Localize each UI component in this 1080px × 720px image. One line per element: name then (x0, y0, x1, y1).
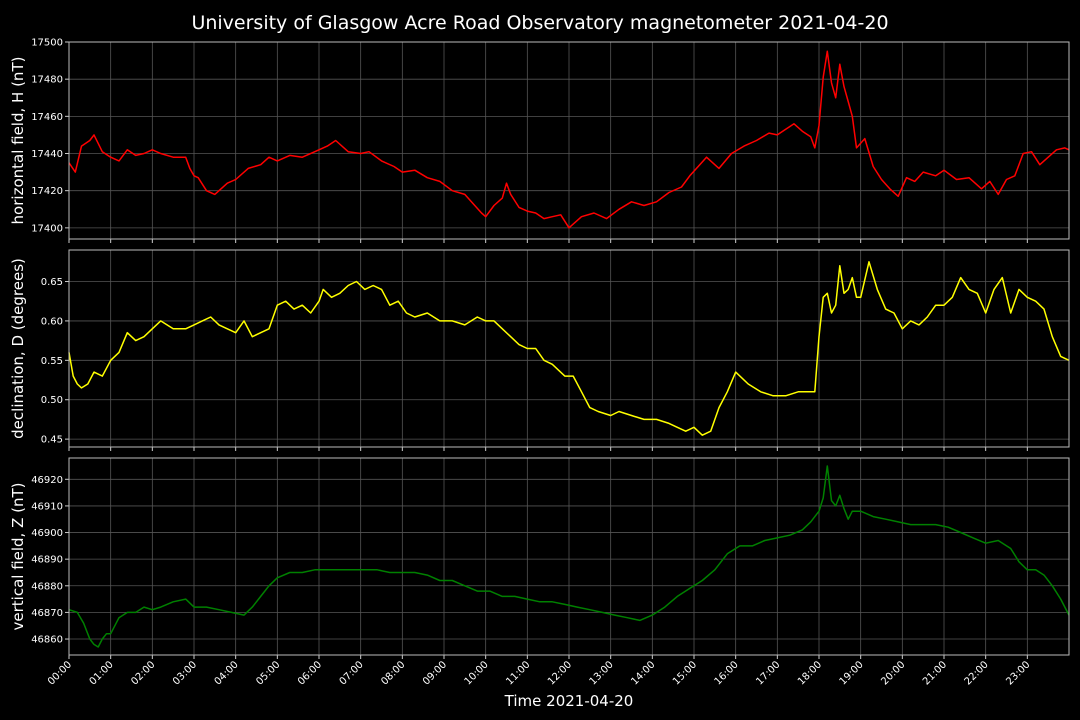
x-tick-label: 11:00 (504, 659, 532, 687)
y-tick-label: 0.45 (41, 435, 63, 446)
x-tick-label: 14:00 (629, 659, 657, 687)
y-tick-label: 17500 (31, 38, 63, 49)
x-tick-label: 18:00 (796, 659, 824, 687)
x-tick-label: 15:00 (671, 659, 699, 687)
x-tick-label: 13:00 (588, 659, 616, 687)
y-tick-label: 46870 (31, 608, 63, 619)
y-tick-label: 46860 (31, 635, 63, 646)
y-tick-label: 17400 (31, 223, 63, 234)
panel-frame (68, 249, 1070, 448)
panel-1: 17400 17420 17440 17460 17480 17500 horizontal… (9, 38, 1070, 243)
panel-3: 46860 46870 46880 46890 46900 46910 46920 verti… (9, 457, 1070, 659)
series-line-3 (68, 465, 1070, 648)
panel-frame (68, 41, 1070, 240)
x-tick-label: 02:00 (129, 659, 157, 687)
x-tick-label: 20:00 (879, 659, 907, 687)
y-tick-label: 46890 (31, 555, 63, 566)
chart-panels: 17400 17420 17440 17460 17480 17500 horizontal… (9, 38, 1070, 659)
y-axis-label: vertical field, Z (nT) (9, 482, 27, 630)
x-tick-label: 16:00 (713, 659, 741, 687)
y-axis-label: horizontal field, H (nT) (9, 57, 27, 225)
y-tick-label: 17460 (31, 112, 63, 123)
y-tick-label: 0.65 (41, 277, 63, 288)
x-tick-label: 07:00 (338, 659, 366, 687)
x-tick-label: 22:00 (963, 659, 991, 687)
x-tick-label: 17:00 (754, 659, 782, 687)
x-tick-label: 03:00 (171, 659, 199, 687)
panel-frame (68, 457, 1070, 656)
x-tick-label: 19:00 (838, 659, 866, 687)
y-tick-label: 17420 (31, 186, 63, 197)
x-tick-label: 23:00 (1004, 659, 1032, 687)
y-tick-label: 46920 (31, 475, 63, 486)
x-tick-label: 10:00 (463, 659, 491, 687)
x-tick-label: 21:00 (921, 659, 949, 687)
series-line-1 (68, 50, 1070, 229)
x-tick-label: 09:00 (421, 659, 449, 687)
y-tick-label: 46910 (31, 501, 63, 512)
y-tick-label: 17480 (31, 75, 63, 86)
x-axis-label: Time 2021-04-20 (504, 692, 634, 710)
x-tick-label: 12:00 (546, 659, 574, 687)
series-line-2 (68, 261, 1070, 436)
chart-title: University of Glasgow Acre Road Observat… (191, 12, 888, 34)
panel-2: 0.45 0.50 0.55 0.60 0.65 declination, D (degr… (9, 249, 1070, 451)
y-axis-label: declination, D (degrees) (9, 258, 27, 439)
y-tick-label: 0.60 (41, 316, 63, 327)
x-tick-label: 08:00 (379, 659, 407, 687)
x-tick-label: 04:00 (213, 659, 241, 687)
y-tick-label: 0.50 (41, 395, 63, 406)
y-tick-label: 46900 (31, 528, 63, 539)
x-axis: 00:00 01:00 02:00 03:00 04:00 05:00 06:00 07:00… (46, 659, 1032, 687)
x-tick-label: 06:00 (296, 659, 324, 687)
x-tick-label: 01:00 (88, 659, 116, 687)
x-tick-label: 05:00 (254, 659, 282, 687)
y-tick-label: 17440 (31, 149, 63, 160)
y-tick-label: 46880 (31, 581, 63, 592)
y-tick-label: 0.55 (41, 356, 63, 367)
x-tick-label: 00:00 (46, 659, 74, 687)
